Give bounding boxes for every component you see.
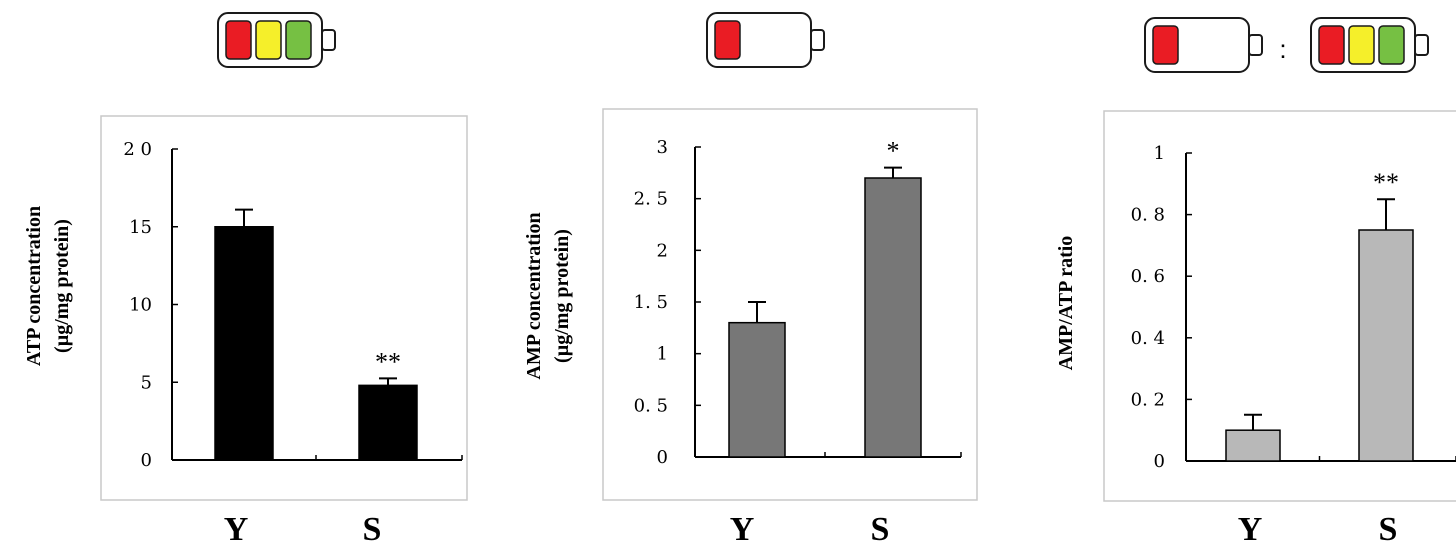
category-label: Y [224,511,249,548]
battery-cell [1152,25,1179,65]
y-tick-label: 1. 5 [634,292,668,313]
battery-full-icon [217,12,336,68]
y-tick-label: 2 [657,240,668,261]
battery-cell [255,20,282,60]
battery-icons: : [217,12,1429,73]
significance-marker: ** [375,347,401,376]
y-tick-label: 3 [657,137,668,158]
category-label: S [871,511,890,548]
significance-marker: * [887,137,900,166]
y-tick-label: 15 [129,217,152,238]
battery-cell [1348,25,1375,65]
y-tick-label: 0 [657,447,668,468]
battery-cell [714,20,741,60]
plot-frame [602,108,978,501]
battery-terminal [810,29,825,51]
y-tick-label: 0. 6 [1131,266,1165,287]
bar-Y [1225,429,1281,462]
battery-terminal [1414,34,1429,56]
chart-panel-3: 0 0. 2 0. 4 0. 6 0. 8 1 ** Y S AMP/ATP ratio [1055,110,1456,548]
plot-frame [100,115,468,501]
y-axis-label: (µg/mg protein) [51,219,73,353]
chart-panel-2: 0 0. 5 1 1. 5 2 2. 5 3 * Y S AMP concentration (µg/… [523,108,978,548]
chart-panel-1: 0 5 10 15 2 0 ** Y S ATP concentration (µg/mg pro… [23,115,468,548]
battery-cell [225,20,252,60]
battery-terminal [1248,34,1263,56]
y-tick-label: 2. 5 [634,189,668,210]
y-tick-label: 2 0 [123,139,152,160]
y-tick-label: 0. 2 [1131,389,1165,410]
ratio-separator: : [1279,34,1286,64]
battery-cell [1378,25,1405,65]
battery-low-icon [1144,17,1263,73]
y-axis-label: AMP concentration [523,212,545,379]
y-tick-label: 0. 5 [634,395,668,416]
bar-S [864,177,922,458]
battery-cell [285,20,312,60]
bar-S [358,384,418,461]
bar-Y [214,226,274,461]
battery-low-icon [706,12,825,68]
significance-marker: ** [1373,168,1399,197]
y-axis-label: (µg/mg protein) [551,229,573,363]
y-axis-label: ATP concentration [23,206,45,366]
bar-Y [728,321,786,458]
y-tick-label: 10 [129,295,152,316]
y-tick-label: 0. 8 [1131,205,1165,226]
y-tick-label: 1 [657,344,668,365]
category-label: Y [1238,511,1263,548]
battery-cell [1318,25,1345,65]
battery-terminal [321,29,336,51]
plot-frame [1103,110,1456,502]
bar-S [1358,229,1414,462]
y-axis-label: AMP/ATP ratio [1055,236,1077,371]
category-label: S [363,511,382,548]
y-tick-label: 5 [141,372,152,393]
y-tick-label: 1 [1154,143,1165,164]
category-label: S [1379,511,1398,548]
battery-full-icon [1310,17,1429,73]
y-tick-label: 0. 4 [1131,328,1165,349]
y-tick-label: 0 [141,450,152,471]
category-label: Y [730,511,755,548]
y-tick-label: 0 [1154,451,1165,472]
